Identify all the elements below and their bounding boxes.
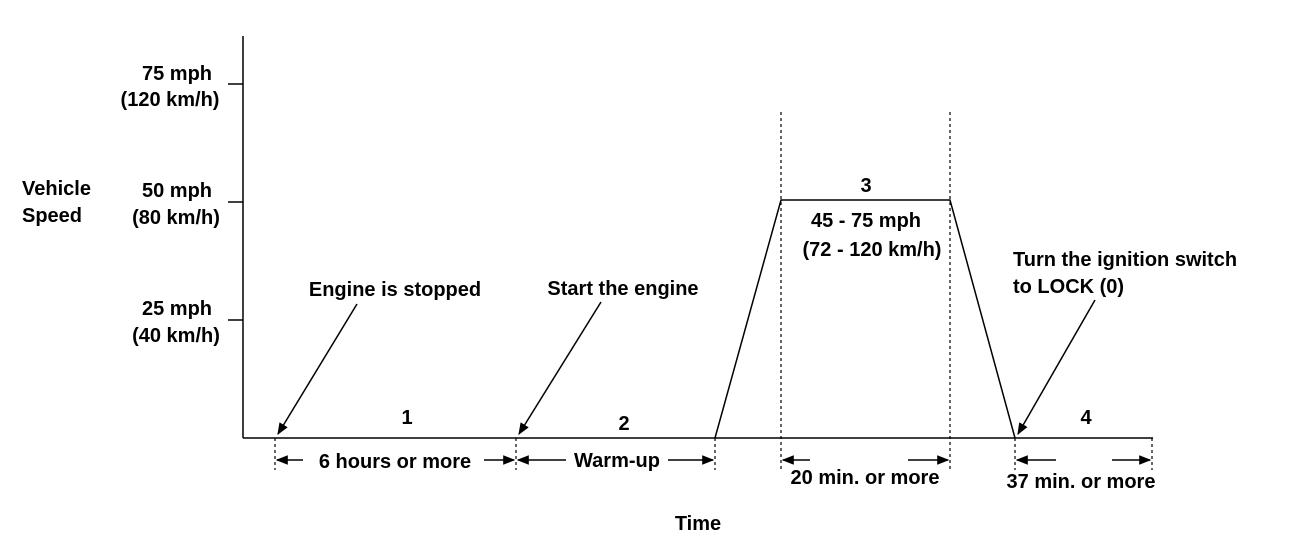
- x-axis-label: Time: [675, 513, 721, 535]
- tick-label-75-mph: 75 mph: [142, 63, 212, 85]
- phase-4-duration: 37 min. or more: [1007, 471, 1156, 493]
- phase-3-number: 3: [860, 175, 871, 197]
- callout-start-engine: Start the engine: [547, 278, 698, 300]
- tick-label-25-mph: 25 mph: [142, 298, 212, 320]
- phase-3-duration: 20 min. or more: [791, 467, 940, 489]
- tick-label-75-kmh: (120 km/h): [121, 89, 220, 111]
- phase-3-speed-mph: 45 - 75 mph: [811, 210, 921, 232]
- y-axis-label-line1: Vehicle: [22, 178, 91, 200]
- phase-2-number: 2: [618, 413, 629, 435]
- tick-label-50-kmh: (80 km/h): [132, 207, 220, 229]
- phase-2-duration: Warm-up: [574, 450, 660, 472]
- callout-engine-stopped: Engine is stopped: [309, 279, 481, 301]
- callout-ignition-arrow: [1017, 299, 1096, 436]
- phase-1-number: 1: [401, 407, 412, 429]
- tick-label-50-mph: 50 mph: [142, 180, 212, 202]
- callout-start-engine-arrow: [518, 301, 602, 436]
- phase-3-speed-kmh: (72 - 120 km/h): [803, 239, 942, 261]
- callout-ignition-line1: Turn the ignition switch: [1013, 249, 1237, 271]
- callout-engine-stopped-arrow: [277, 303, 358, 436]
- y-axis-label-line2: Speed: [22, 205, 82, 227]
- speed-profile: [714, 199, 1016, 439]
- tick-label-25-kmh: (40 km/h): [132, 325, 220, 347]
- phase-1-duration: 6 hours or more: [319, 451, 471, 473]
- phase-4-number: 4: [1080, 407, 1092, 429]
- callout-ignition-line2: to LOCK (0): [1013, 276, 1124, 298]
